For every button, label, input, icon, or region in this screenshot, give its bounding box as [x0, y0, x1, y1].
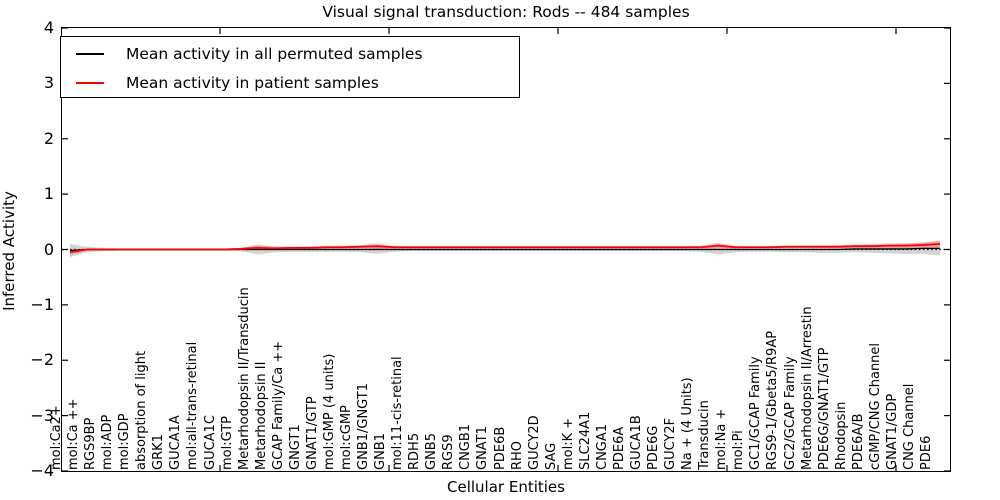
- x-tick-label: GUCY2D: [526, 415, 542, 470]
- legend-label-patient: Mean activity in patient samples: [126, 73, 379, 92]
- y-tick-label: 0: [43, 239, 54, 259]
- y-tick-label: −2: [30, 350, 54, 370]
- x-tick-label: Metarhodopsin II/Arrestin: [799, 306, 815, 470]
- legend-item-patient: Mean activity in patient samples: [61, 68, 519, 97]
- x-tick-label: GNAT1/GDP: [884, 393, 900, 470]
- plot-canvas: [61, 27, 950, 471]
- x-tick-label: PDE6: [919, 435, 934, 470]
- x-tick-label: absorption of light: [134, 350, 150, 470]
- chart-title: Visual signal transduction: Rods -- 484 …: [322, 3, 690, 21]
- x-tick-label: GRK1: [151, 434, 167, 470]
- x-tick-label: GUCY2F: [663, 417, 679, 470]
- y-tick-label: 3: [43, 73, 54, 93]
- x-tick-label: RGS9: [441, 434, 457, 470]
- x-tick-label: GUCA1B: [629, 415, 644, 470]
- legend-label-permuted: Mean activity in all permuted samples: [126, 44, 423, 63]
- x-tick-label: Transducin: [697, 400, 713, 470]
- x-tick-label: mol:GDP: [117, 413, 133, 470]
- x-tick-label: RHO: [509, 440, 525, 470]
- y-axis-title: Inferred Activity: [0, 191, 18, 311]
- x-tick-label: RGS9BP: [83, 417, 99, 470]
- x-tick-label: GNAT1: [475, 426, 491, 470]
- x-axis-title: Cellular Entities: [447, 478, 565, 496]
- x-tick-label: mol:GTP: [219, 416, 235, 470]
- x-tick-label: GNB1: [373, 433, 389, 470]
- x-tick-label: mol:Pi: [731, 430, 747, 470]
- legend-item-permuted: Mean activity in all permuted samples: [61, 39, 519, 68]
- permuted-line-sample-icon: [76, 52, 104, 55]
- x-tick-label: RGS9-1/Gbeta5/R9AP: [765, 330, 781, 470]
- y-tick-label: 4: [43, 18, 54, 37]
- x-tick-label: GNB5: [424, 433, 440, 470]
- x-tick-label: PDE6G/GNAT1/GTP: [816, 347, 832, 470]
- x-tick-label: mol:GMP (4 units): [321, 353, 337, 470]
- x-tick-label: GC1/GCAP Family: [748, 356, 764, 470]
- x-tick-label: GNGT1: [287, 424, 303, 470]
- x-tick-label: RDH5: [407, 432, 423, 470]
- x-tick-label: CNGA1: [594, 423, 610, 470]
- x-tick-label: mol:Na +: [714, 408, 730, 470]
- x-tick-label: GCAP Family/Ca ++: [270, 340, 286, 470]
- x-tick-label: mol:all-trans-retinal: [185, 341, 201, 470]
- series-line-patient: [69, 242, 940, 253]
- x-tick-label: GNB1/GNGT1: [356, 383, 372, 470]
- x-tick-label: Metarhodopsin II: [253, 361, 269, 470]
- y-tick-label: −1: [30, 294, 54, 314]
- x-tick-label: PDE6A/B: [850, 413, 866, 470]
- x-tick-label: Metarhodopsin II/Transducin: [236, 287, 252, 470]
- x-tick-label: PDE6B: [492, 426, 508, 470]
- patient-line-sample-icon: [76, 81, 104, 84]
- x-tick-label: mol:K +: [560, 417, 576, 470]
- y-tick-label: 1: [43, 184, 54, 204]
- x-tick-label: SLC24A1: [577, 411, 593, 470]
- legend: Mean activity in all permuted samples Me…: [60, 36, 520, 98]
- y-tick-label: −3: [30, 405, 54, 425]
- x-tick-label: mol:11-cis-retinal: [390, 356, 406, 470]
- x-tick-label: SAG: [543, 442, 559, 470]
- x-tick-label: GUCA1A: [168, 415, 184, 470]
- plot-area: [60, 26, 951, 472]
- x-tick-label: mol:Ca2+: [49, 405, 64, 470]
- x-tick-label: GUCA1C: [202, 415, 218, 470]
- x-tick-label: PDE6A: [611, 426, 627, 470]
- x-tick-label: CNGB1: [458, 423, 474, 470]
- y-tick-label: −4: [30, 461, 54, 480]
- x-tick-label: GNAT1/GTP: [304, 396, 320, 470]
- x-tick-label: mol:Ca ++: [66, 398, 82, 470]
- x-tick-label: mol:ADP: [100, 414, 116, 470]
- x-tick-label: cGMP/CNG Channel: [867, 342, 883, 470]
- x-tick-label: mol:cGMP: [339, 405, 354, 470]
- x-tick-label: Rhodopsin: [833, 401, 849, 470]
- x-tick-label: PDE6G: [646, 425, 662, 470]
- y-tick-label: 2: [43, 128, 54, 148]
- x-tick-label: CNG Channel: [901, 383, 917, 470]
- x-tick-label: Na + (4 Units): [680, 377, 696, 470]
- x-tick-label: GC2/GCAP Family: [782, 356, 798, 470]
